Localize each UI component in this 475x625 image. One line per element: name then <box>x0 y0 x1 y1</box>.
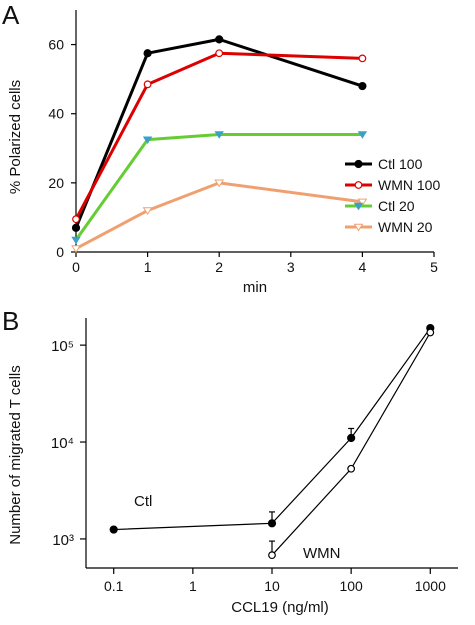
a-x-axis-label: min <box>243 279 267 296</box>
b-data-point <box>347 433 356 443</box>
a-legend-marker <box>353 223 364 232</box>
b-series-label-ctl: Ctl <box>134 493 152 510</box>
a-y-axis-label: % Polarized cells <box>7 80 24 194</box>
b-series-line <box>271 332 431 556</box>
a-series-2 <box>71 131 368 245</box>
a-legend-label: Ctl 20 <box>378 198 415 214</box>
b-y-tick-label: 10⁴ <box>51 435 74 452</box>
a-data-point <box>215 35 224 44</box>
b-series-label-wmn: WMN <box>303 545 341 562</box>
b-x-tick-label: 10 <box>264 578 280 594</box>
a-data-point <box>71 223 81 232</box>
a-data-point <box>357 198 368 207</box>
a-data-point <box>142 136 153 144</box>
b-data-point <box>268 551 276 560</box>
a-data-point <box>214 131 224 139</box>
b-series-line <box>113 327 431 531</box>
a-data-point <box>71 236 81 245</box>
a-x-tick-label: 5 <box>430 259 438 275</box>
a-x-tick-label: 3 <box>287 259 295 275</box>
panel-b: B 0.1 1 10 100 1000 10³ 10⁴ 10⁵ CCL19 (ng/ml) Num… <box>2 306 458 616</box>
a-data-point <box>143 49 152 58</box>
a-data-point <box>71 245 81 254</box>
a-y-tick-label: 60 <box>48 37 64 53</box>
b-data-point <box>109 525 118 534</box>
a-series-line <box>74 37 363 229</box>
a-y-tick-label: 40 <box>48 106 64 122</box>
a-series-0 <box>71 35 367 232</box>
b-series-0 <box>109 323 435 534</box>
b-x-tick-label: 1000 <box>415 578 446 594</box>
a-x-tick-label: 2 <box>215 259 223 275</box>
a-legend-label: WMN 20 <box>378 219 433 235</box>
b-x-tick-label: 1 <box>189 578 197 594</box>
a-legend-marker <box>353 202 364 211</box>
a-data-point <box>358 54 367 63</box>
a-y-tick-label: 20 <box>48 175 64 191</box>
a-data-point <box>142 207 153 216</box>
b-data-point <box>426 328 435 337</box>
a-x-tick-label: 0 <box>72 259 80 275</box>
a-data-point <box>215 49 224 58</box>
a-data-point <box>357 131 368 139</box>
b-y-tick-label: 10³ <box>52 532 74 549</box>
b-x-tick-label: 0.1 <box>104 578 124 594</box>
a-series-line <box>74 132 363 241</box>
b-data-point <box>347 464 356 473</box>
a-legend-label: WMN 100 <box>378 177 440 193</box>
a-series-line <box>74 51 363 220</box>
a-legend-entry: WMN 100 <box>345 177 440 193</box>
a-legend-entry: Ctl 100 <box>345 156 423 172</box>
b-y-tick-label: 10⁵ <box>51 338 74 355</box>
b-x-axis-label: CCL19 (ng/ml) <box>231 599 329 616</box>
a-x-tick-label: 4 <box>359 259 367 275</box>
b-series-1 <box>268 328 435 560</box>
b-x-tick-label: 100 <box>339 578 363 594</box>
panel-a-label: A <box>2 0 20 30</box>
a-series-3 <box>71 179 368 254</box>
a-legend-label: Ctl 100 <box>378 156 423 172</box>
a-x-tick-label: 1 <box>144 259 152 275</box>
b-y-axis-label: Number of migrated T cells <box>7 365 24 545</box>
a-series-1 <box>72 49 367 224</box>
a-legend-entry: WMN 20 <box>345 219 433 235</box>
a-data-point <box>214 179 225 188</box>
a-series-line <box>75 181 363 250</box>
b-data-point <box>267 519 277 528</box>
a-data-point <box>72 215 80 224</box>
a-data-point <box>143 80 152 89</box>
panel-b-label: B <box>2 306 19 336</box>
a-legend-entry: Ctl 20 <box>345 198 415 214</box>
a-legend-marker <box>354 159 363 169</box>
a-y-tick-label: 0 <box>56 244 64 260</box>
a-data-point <box>358 81 367 91</box>
a-legend-marker <box>354 181 363 189</box>
panel-a: A 0 1 2 3 4 5 0 20 40 60 min % Polarized cells Ctl … <box>2 0 440 296</box>
